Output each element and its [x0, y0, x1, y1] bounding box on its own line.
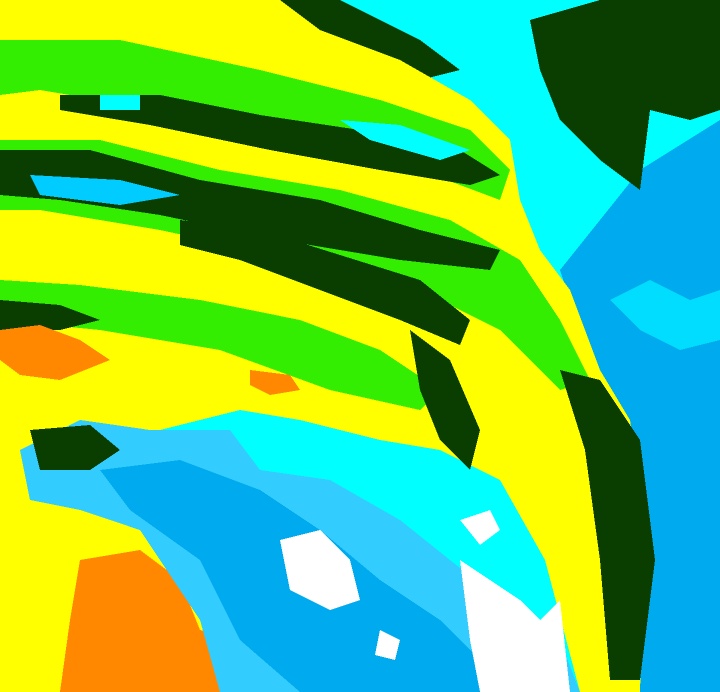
patch-white-1 — [280, 530, 360, 610]
region-cyan-streak — [610, 280, 720, 350]
patch-white-2 — [460, 560, 570, 692]
streak-cyan-3 — [340, 120, 470, 160]
streak-darkgreen-3 — [180, 220, 470, 345]
streak-cyan-2 — [30, 175, 180, 205]
region-darkgreen-top — [280, 0, 460, 80]
streak-darkgreen-6 — [410, 330, 480, 470]
streak-cyan-1 — [100, 95, 140, 110]
streak-darkgreen-1 — [0, 150, 500, 270]
patch-white-4 — [460, 510, 500, 545]
streak-darkgreen-4 — [0, 300, 100, 330]
streak-darkgreen-5 — [560, 370, 655, 680]
streak-darkgreen-7 — [30, 425, 120, 470]
streak-darkgreen-2 — [60, 95, 500, 185]
patch-orange-3 — [60, 550, 260, 692]
band-green-3 — [0, 280, 440, 410]
patch-orange-2 — [250, 370, 300, 395]
patch-white-3 — [375, 630, 400, 660]
patch-orange-1 — [0, 325, 110, 380]
region-darkgreen-top-right — [530, 0, 720, 190]
region-blue-right — [560, 120, 720, 692]
